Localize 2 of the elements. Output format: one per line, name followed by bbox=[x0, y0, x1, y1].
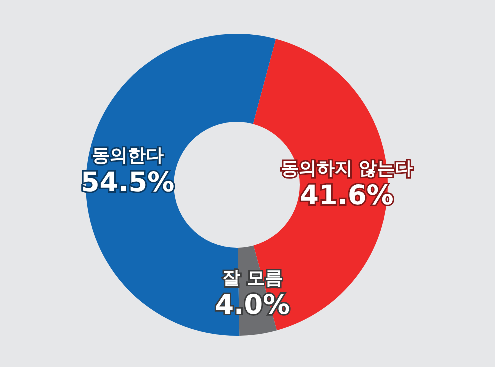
slice-label: 동의한다 bbox=[92, 146, 164, 167]
data-label: 4.0% bbox=[215, 290, 290, 321]
